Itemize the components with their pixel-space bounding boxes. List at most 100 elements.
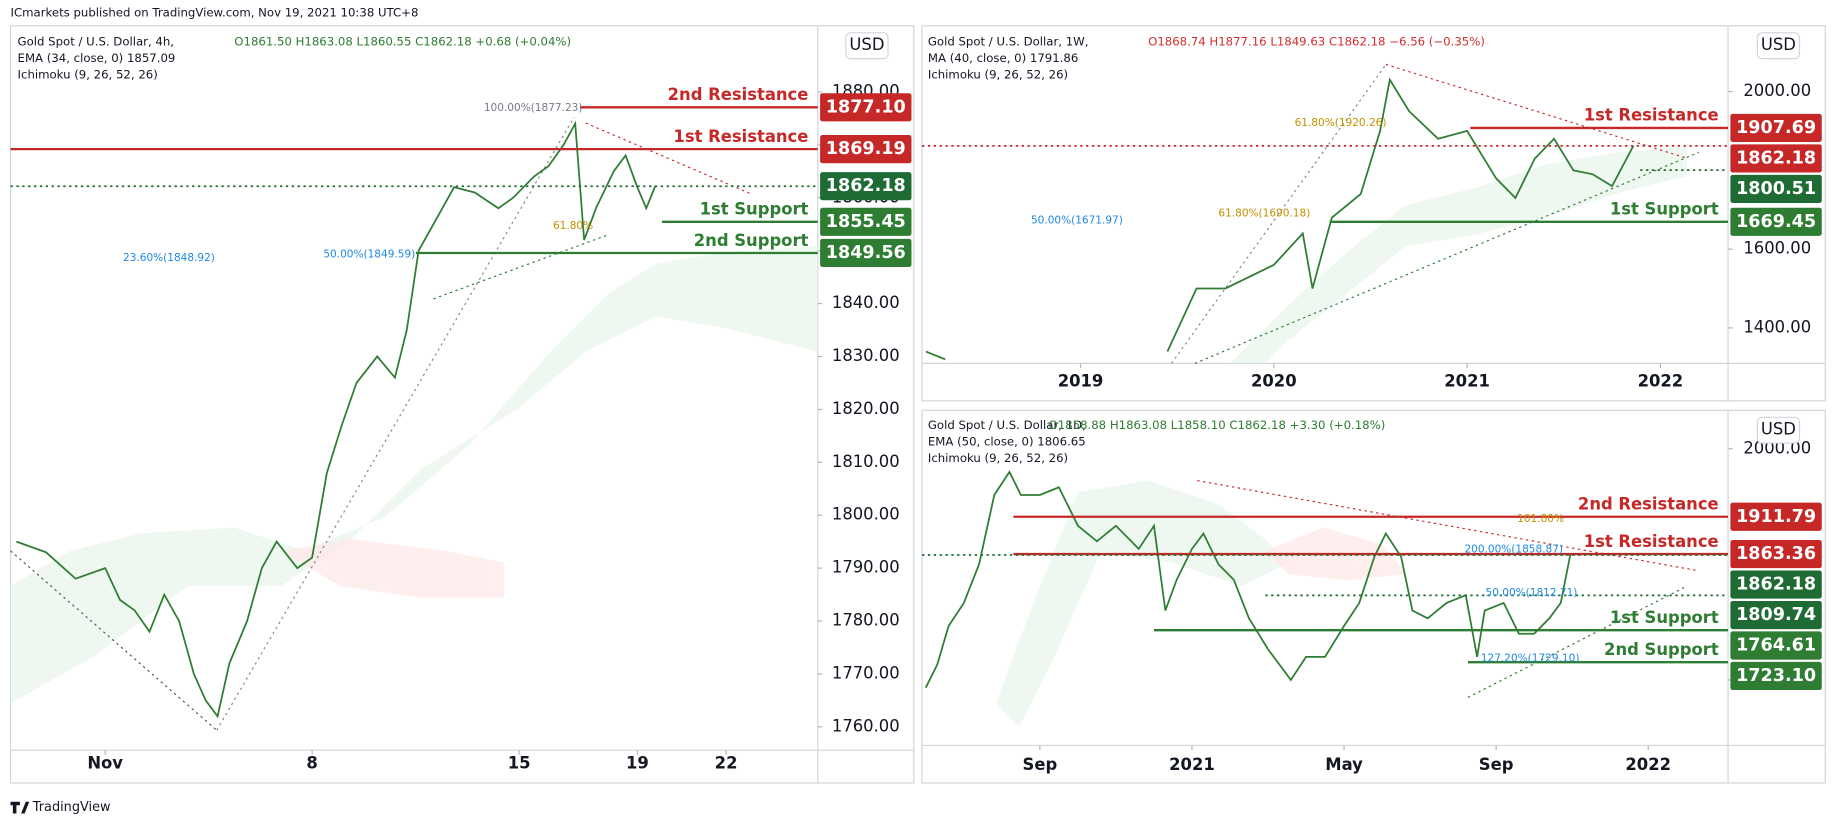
level-name: 1st Resistance [1584, 106, 1719, 125]
cloud [10, 246, 818, 704]
currency-label: USD [849, 35, 884, 54]
level-name: 2nd Support [694, 231, 809, 250]
price-box [820, 135, 912, 164]
price-box-label: 1869.19 [826, 139, 906, 159]
quote: O1861.50 H1863.08 L1860.55 C1862.18 +0.6… [234, 35, 571, 49]
level-name: 1st Resistance [1584, 532, 1719, 551]
cloud [995, 480, 1289, 727]
trendline [1171, 64, 1387, 364]
currency-badge [1756, 32, 1801, 60]
price-line [1166, 77, 1635, 352]
chart-title: Gold Spot / U.S. Dollar, 1W, [928, 35, 1089, 49]
y-tick-label: 1760.00 [832, 716, 900, 735]
fib-annotation: 23.60%(1848.92) [123, 252, 215, 264]
price-box-label: 1862.18 [1736, 575, 1816, 595]
x-tick-label: 2021 [1169, 755, 1215, 774]
y-tick-label: 1780.00 [832, 611, 900, 630]
y-tick-label: 1820.00 [832, 399, 900, 418]
y-tick-label: 1810.00 [832, 452, 900, 471]
indicator-label: Ichimoku (9, 26, 52, 26) [18, 68, 158, 82]
price-box [1730, 540, 1822, 569]
indicator-label: EMA (34, close, 0) 1857.09 [18, 51, 176, 65]
price-line [924, 470, 1572, 689]
x-tick-label: 2020 [1251, 372, 1297, 391]
fib-annotation: 127.20%(1729.10) [1481, 653, 1580, 665]
price-box [1730, 631, 1822, 660]
y-tick-label: 1770.00 [832, 663, 900, 682]
trendline [585, 122, 751, 194]
panel-frame [9, 25, 915, 784]
price-box-label: 1809.74 [1736, 605, 1816, 625]
plot [16, 120, 656, 719]
fib-annotation: 61.80%(1690.18) [1218, 207, 1310, 219]
price-box-label: 1862.18 [826, 176, 906, 196]
indicator-label: MA (40, close, 0) 1791.86 [928, 51, 1078, 65]
price-box-label: 1849.56 [826, 243, 906, 263]
price-box [1730, 600, 1822, 630]
price-box [1730, 661, 1822, 691]
plot [924, 470, 1572, 689]
fib-annotation: 101.80% [1517, 513, 1564, 525]
price-line [16, 120, 656, 719]
x-tick-label: 2022 [1638, 372, 1684, 391]
y-tick-label: 2000.00 [1743, 81, 1811, 100]
currency-label: USD [1761, 420, 1796, 439]
level-name: 2nd Resistance [668, 85, 809, 104]
price-box-label: 1907.69 [1736, 118, 1816, 138]
quote: O1868.74 H1877.16 L1849.63 C1862.18 −6.5… [1148, 35, 1485, 49]
x-tick-label: May [1325, 755, 1363, 774]
indicator-label: EMA (50, close, 0) 1806.65 [928, 434, 1086, 448]
panel-frame [921, 25, 1826, 402]
price-box [820, 93, 912, 122]
price-box-label: 1863.36 [1736, 544, 1816, 564]
indicator-label: Ichimoku (9, 26, 52, 26) [928, 68, 1068, 82]
y-tick-label: 1800.00 [832, 505, 900, 524]
currency-badge [845, 32, 889, 60]
x-tick-label: 8 [306, 754, 317, 773]
logo-icon [10, 801, 30, 814]
price-box-label: 1723.10 [1736, 666, 1816, 686]
indicator-label: Ichimoku (9, 26, 52, 26) [928, 451, 1068, 465]
plot [925, 77, 1635, 361]
level-name: 1st Resistance [673, 127, 808, 146]
panel-frames [9, 25, 1826, 784]
price-box [820, 207, 912, 236]
price-box-label: 1669.45 [1736, 212, 1816, 232]
fib-annotation: 50.00%(1812.71) [1486, 587, 1578, 599]
price-box [1730, 207, 1822, 236]
level-name: 2nd Resistance [1578, 495, 1719, 514]
fib-annotation: 50.00%(1849.59) [323, 248, 415, 260]
x-tick-label: 22 [715, 754, 738, 773]
price-box-label: 1764.61 [1736, 635, 1816, 655]
level-name: 1st Support [1610, 200, 1719, 219]
fib-annotation: 50.00%(1671.97) [1031, 214, 1123, 226]
fib-annotation: 200.00%(1858.87) [1464, 544, 1563, 556]
y-tick-label: 1600.00 [1743, 239, 1811, 258]
x-tick-label: Sep [1479, 755, 1514, 774]
chart-title: Gold Spot / U.S. Dollar, 1D, [928, 418, 1086, 432]
currency-label: USD [1761, 35, 1796, 54]
price-box [820, 238, 912, 268]
price-box-label: 1911.79 [1736, 507, 1816, 527]
panel-frame [921, 409, 1826, 784]
price-box-label: 1877.10 [826, 97, 906, 117]
price-box-label: 1855.45 [826, 212, 906, 232]
price-line [925, 350, 946, 361]
price-box [1730, 570, 1822, 599]
price-box-label: 1800.51 [1736, 179, 1816, 199]
price-box [1730, 144, 1822, 173]
level-name: 2nd Support [1604, 640, 1719, 659]
quote: O1858.88 H1863.08 L1858.10 C1862.18 +3.3… [1049, 418, 1386, 432]
y-tick-label: 1840.00 [832, 293, 900, 312]
fib-annotation: 61.80% [553, 220, 593, 232]
level-name: 1st Support [700, 200, 809, 219]
publisher: ICmarkets published on TradingView.com, … [11, 5, 419, 19]
price-box-label: 1862.18 [1736, 148, 1816, 168]
price-box [1730, 174, 1822, 203]
trendlines [10, 63, 1699, 731]
y-tick-label: 1790.00 [832, 558, 900, 577]
price-box [820, 172, 912, 201]
cloud [1230, 146, 1688, 364]
